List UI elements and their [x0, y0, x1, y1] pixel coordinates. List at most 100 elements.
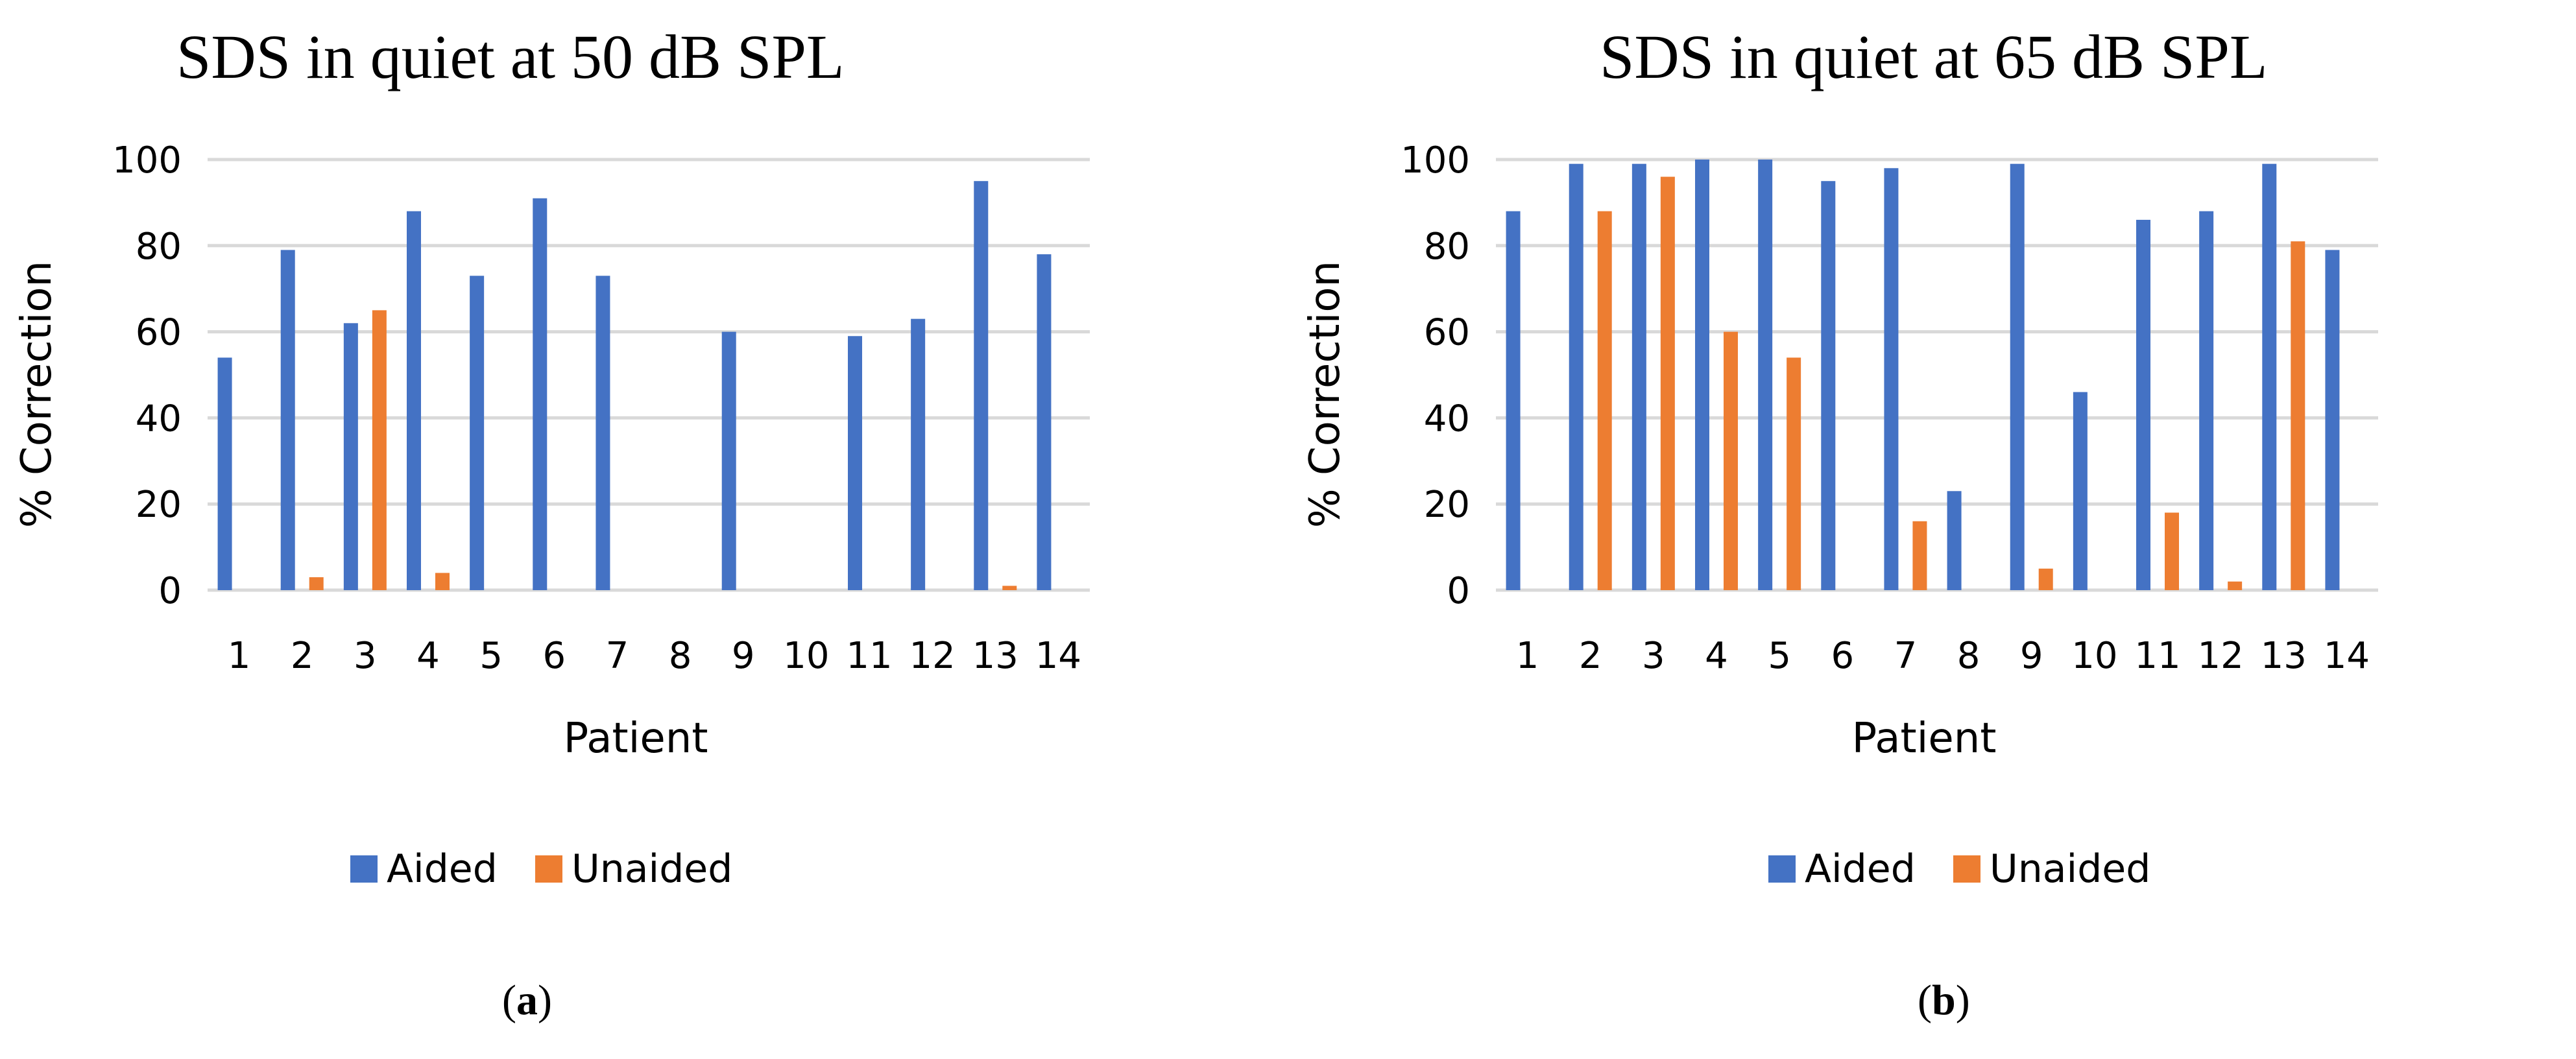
legend-label-aided: Aided [1805, 846, 1916, 892]
legend-item-aided: Aided [1768, 846, 1916, 892]
legend-swatch-aided [350, 855, 378, 883]
bar-aided-patient-2 [1569, 163, 1583, 590]
y-tick-label: 60 [136, 312, 182, 354]
x-tick-label: 3 [1642, 635, 1665, 677]
x-tick-label: 5 [479, 635, 503, 677]
x-tick-label: 10 [2071, 635, 2117, 677]
bar-unaided-patient-3 [372, 310, 387, 590]
legend-item-unaided: Unaided [1953, 846, 2150, 892]
x-tick-label: 8 [1957, 635, 1980, 677]
legend-swatch-aided [1768, 855, 1796, 883]
bar-aided-patient-6 [533, 198, 548, 590]
bar-aided-patient-10 [2073, 392, 2088, 590]
bar-aided-patient-7 [596, 276, 610, 590]
y-tick-label: 20 [136, 484, 182, 526]
legend-label-unaided: Unaided [571, 846, 733, 892]
sublabel-letter: b [1931, 977, 1956, 1024]
bar-aided-patient-8 [1947, 491, 1962, 590]
x-tick-label: 9 [732, 635, 755, 677]
bar-aided-patient-13 [974, 181, 989, 590]
x-tick-label: 6 [542, 635, 566, 677]
bar-aided-patient-5 [1758, 160, 1773, 590]
bar-unaided-patient-11 [2165, 512, 2179, 590]
x-tick-label: 1 [228, 635, 251, 677]
bar-unaided-patient-13 [1002, 586, 1017, 590]
legend: Aided Unaided [1768, 846, 2188, 892]
x-tick-label: 3 [354, 635, 377, 677]
bar-aided-patient-6 [1821, 181, 1836, 590]
bar-aided-patient-2 [280, 250, 295, 590]
x-tick-label: 4 [1705, 635, 1728, 677]
bar-unaided-patient-2 [1597, 211, 1612, 590]
bar-aided-patient-3 [1631, 163, 1646, 590]
legend-swatch-unaided [1953, 855, 1980, 883]
bar-aided-patient-9 [721, 331, 736, 590]
legend-swatch-unaided [535, 855, 562, 883]
panel-sublabel: (b) [1918, 976, 1970, 1025]
bar-aided-patient-4 [407, 211, 421, 590]
x-tick-label: 2 [1579, 635, 1602, 677]
sublabel-close: ) [537, 977, 552, 1024]
x-tick-label: 7 [1894, 635, 1918, 677]
y-tick-label: 80 [1424, 226, 1470, 268]
sublabel-open: ( [1918, 977, 1932, 1024]
legend-label-aided: Aided [387, 846, 498, 892]
chart-title: SDS in quiet at 50 dB SPL [176, 22, 845, 91]
y-axis-label: % Correction [1301, 261, 1349, 528]
x-tick-label: 11 [2134, 635, 2180, 677]
y-tick-label: 100 [1401, 139, 1470, 182]
y-tick-label: 100 [112, 139, 182, 182]
panel-sublabel: (a) [502, 976, 552, 1025]
x-tick-label: 6 [1831, 635, 1854, 677]
bar-aided-patient-13 [2262, 163, 2277, 590]
bar-aided-patient-11 [2136, 219, 2150, 591]
x-tick-label: 14 [2324, 635, 2370, 677]
y-tick-label: 40 [1424, 398, 1470, 440]
bar-unaided-patient-4 [1724, 331, 1738, 590]
y-tick-label: 20 [1424, 484, 1470, 526]
sublabel-letter: a [516, 977, 538, 1024]
bar-aided-patient-7 [1884, 168, 1899, 590]
y-tick-label: 60 [1424, 312, 1470, 354]
chart-panel-a: SDS in quiet at 50 dB SPL 0 20 40 60 80 100 1 2… [13, 22, 1090, 1025]
x-tick-label: 13 [972, 635, 1018, 677]
y-axis-label: % Correction [13, 261, 61, 528]
y-tick-label: 0 [1447, 570, 1470, 612]
x-tick-label: 13 [2261, 635, 2307, 677]
x-tick-label: 11 [846, 635, 892, 677]
x-tick-label: 2 [291, 635, 314, 677]
x-axis-label: Patient [564, 715, 708, 763]
x-tick-label: 9 [2020, 635, 2043, 677]
legend: Aided Unaided [350, 846, 770, 892]
x-tick-label: 4 [416, 635, 440, 677]
x-tick-label: 8 [669, 635, 692, 677]
bar-unaided-patient-12 [2228, 581, 2243, 590]
bar-aided-patient-12 [2199, 211, 2214, 590]
chart-title: SDS in quiet at 65 dB SPL [1600, 22, 2268, 91]
bar-unaided-patient-2 [309, 577, 324, 590]
bar-aided-patient-12 [911, 318, 926, 590]
chart-panel-b: SDS in quiet at 65 dB SPL 0 20 40 60 80 100 1 2… [1288, 0, 2576, 1059]
x-tick-label: 10 [783, 635, 829, 677]
bar-aided-patient-3 [343, 323, 358, 590]
legend-item-aided: Aided [350, 846, 498, 892]
bar-unaided-patient-3 [1660, 176, 1675, 590]
x-tick-label: 1 [1516, 635, 1539, 677]
x-axis-label: Patient [1852, 715, 1997, 763]
bar-unaided-patient-13 [2291, 241, 2305, 590]
x-tick-label: 5 [1768, 635, 1791, 677]
y-tick-label: 80 [136, 226, 182, 268]
x-tick-label: 7 [606, 635, 629, 677]
bar-aided-patient-14 [2325, 250, 2340, 590]
bar-unaided-patient-7 [1912, 521, 1927, 590]
bar-aided-patient-11 [848, 336, 862, 590]
bar-aided-patient-9 [2010, 163, 2025, 590]
bar-aided-patient-4 [1695, 160, 1709, 590]
bar-aided-patient-14 [1037, 254, 1052, 591]
bar-unaided-patient-9 [2038, 568, 2053, 590]
y-tick-label: 0 [158, 570, 182, 612]
sublabel-open: ( [502, 977, 516, 1024]
bar-unaided-patient-4 [435, 573, 450, 590]
bar-unaided-patient-5 [1787, 357, 1801, 590]
